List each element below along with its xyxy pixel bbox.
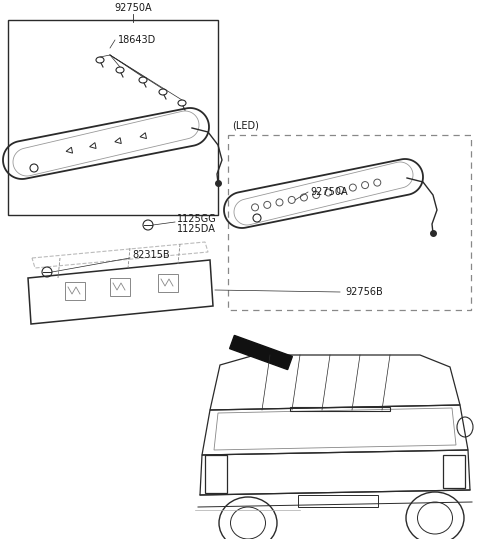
Text: 92750A: 92750A [310, 187, 348, 197]
Bar [205, 455, 227, 493]
Bar [228, 135, 471, 310]
Bar [298, 495, 378, 507]
Text: 82315B: 82315B [132, 250, 169, 260]
Bar [65, 282, 85, 300]
Text: 1125DA: 1125DA [177, 224, 216, 234]
Bar [158, 274, 178, 292]
Bar [110, 278, 130, 296]
Text: 92750A: 92750A [114, 3, 152, 13]
Text: 92756B: 92756B [345, 287, 383, 297]
Bar [290, 407, 390, 411]
Bar [8, 20, 218, 215]
Bar [443, 455, 465, 488]
Text: (LED): (LED) [232, 120, 259, 130]
Text: 1125GG: 1125GG [177, 214, 217, 224]
Polygon shape [229, 335, 292, 370]
Text: 18643D: 18643D [118, 35, 156, 45]
